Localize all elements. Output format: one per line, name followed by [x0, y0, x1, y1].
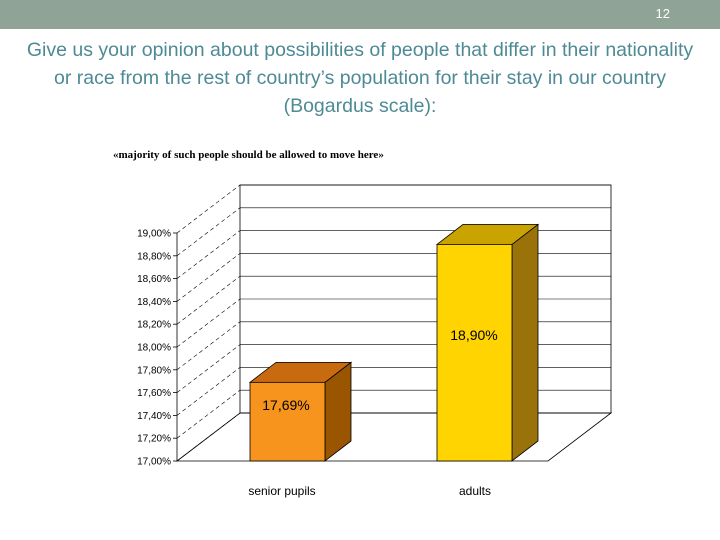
gridline-diagonal: [176, 298, 241, 348]
bar: [249, 381, 326, 462]
gridline-diagonal: [176, 253, 241, 302]
gridline-diagonal: [176, 367, 241, 416]
y-tick-label: 17,00%: [137, 457, 171, 468]
bar-side: [511, 223, 539, 462]
slide-header-bar: 12: [0, 0, 720, 29]
gridline-diagonal: [176, 344, 241, 393]
data-labels: 17,69% 18,90%: [262, 327, 497, 413]
x-axis-labels: senior pupils adults: [248, 484, 491, 498]
slide-title: Give us your opinion about possibilities…: [26, 39, 694, 117]
y-tick-label: 18,00%: [137, 343, 171, 354]
y-tick-label: 18,80%: [137, 251, 171, 262]
slide-number: 12: [655, 6, 670, 21]
bar: [436, 243, 513, 462]
gridline-diagonal: [176, 184, 241, 234]
chart-floor: [175, 412, 613, 462]
x-category-label: senior pupils: [248, 484, 315, 498]
y-tick-label: 17,60%: [137, 388, 171, 399]
y-axis-ticks: 17,00% 17,20% 17,40% 17,60% 17,80% 18,00% 18,2…: [137, 229, 177, 468]
y-tick-label: 17,40%: [137, 411, 171, 422]
y-tick-label: 19,00%: [137, 229, 171, 240]
gridline-diagonal: [176, 321, 241, 371]
y-tick-label: 17,20%: [137, 434, 171, 445]
chart-bars: [248, 223, 540, 462]
gridline-diagonal: [176, 275, 241, 325]
chart-title: «majority of such people should be allow…: [113, 149, 384, 161]
gridline-diagonal: [176, 230, 241, 279]
gridline-diagonal: [176, 389, 241, 439]
y-tick-label: 17,80%: [137, 365, 171, 376]
chart-walls: [175, 184, 613, 462]
gridline-diagonal: [176, 412, 241, 462]
data-label: 17,69%: [262, 397, 309, 413]
y-tick-label: 18,60%: [137, 274, 171, 285]
data-label: 18,90%: [450, 327, 497, 343]
gridline-diagonal: [176, 207, 241, 257]
chart-gridlines: [176, 184, 611, 462]
x-category-label: adults: [459, 484, 491, 498]
y-tick-label: 18,40%: [137, 297, 171, 308]
y-tick-label: 18,20%: [137, 320, 171, 331]
